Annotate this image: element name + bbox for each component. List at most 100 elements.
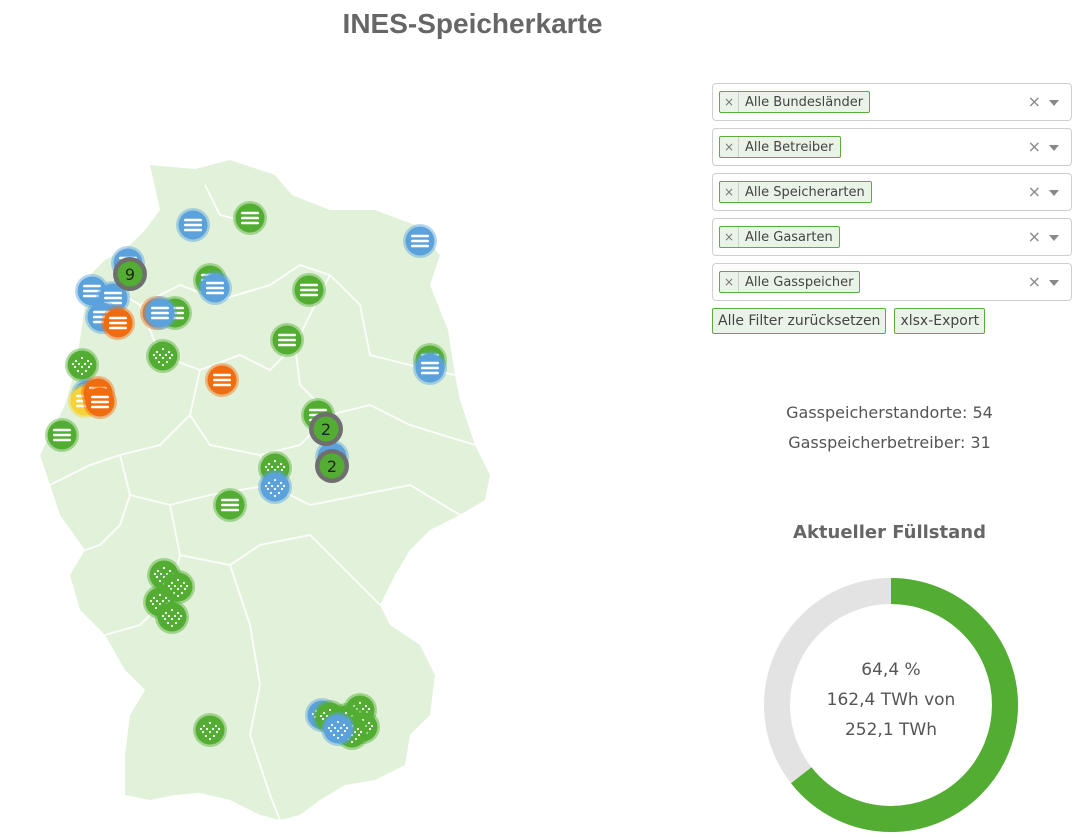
pore-storage-marker[interactable] xyxy=(258,470,292,504)
clear-icon[interactable]: × xyxy=(1027,137,1041,156)
pore-dots-icon xyxy=(161,363,165,367)
pore-storage-marker[interactable] xyxy=(155,600,189,634)
pore-dots-icon xyxy=(176,611,180,615)
pore-dots-icon xyxy=(164,611,168,615)
filter-speicherarten[interactable]: × Alle Speicherarten × xyxy=(712,173,1072,211)
pore-dots-icon xyxy=(155,350,159,354)
cavern-storage-marker[interactable] xyxy=(292,273,326,307)
pore-dots-icon xyxy=(80,356,84,360)
cavern-lines-icon xyxy=(93,310,111,314)
filter-chip: × Alle Betreiber xyxy=(719,136,841,158)
pore-dots-icon xyxy=(276,465,280,469)
locations-count: Gasspeicherstandorte: 54 xyxy=(786,403,993,422)
pore-dots-icon xyxy=(164,596,168,600)
pore-dots-icon xyxy=(340,733,344,737)
germany-map[interactable]: 9 2 2 xyxy=(30,155,500,835)
cavern-storage-marker[interactable] xyxy=(270,323,304,357)
cluster-marker[interactable]: 9 xyxy=(113,257,147,291)
pore-dots-icon xyxy=(215,730,219,734)
pore-storage-marker[interactable] xyxy=(193,713,227,747)
pore-dots-icon xyxy=(161,599,165,603)
pore-dots-icon xyxy=(152,596,156,600)
clear-icon[interactable]: × xyxy=(1027,182,1041,201)
chevron-down-icon[interactable] xyxy=(1049,145,1059,151)
pore-storage-marker[interactable] xyxy=(146,339,180,373)
filter-gasarten[interactable]: × Alle Gasarten × xyxy=(712,218,1072,256)
cavern-storage-marker[interactable] xyxy=(198,271,232,305)
pore-dots-icon xyxy=(336,736,340,740)
filter-betreiber[interactable]: × Alle Betreiber × xyxy=(712,128,1072,166)
cavern-lines-icon xyxy=(206,286,224,290)
cavern-lines-icon xyxy=(411,244,429,248)
pore-dots-icon xyxy=(176,578,180,582)
pore-dots-icon xyxy=(158,579,162,583)
pore-dots-icon xyxy=(264,484,268,488)
marker-body xyxy=(323,714,353,744)
chevron-down-icon[interactable] xyxy=(1049,100,1059,106)
filter-chip: × Alle Bundesländer xyxy=(719,91,871,113)
clear-icon[interactable]: × xyxy=(1027,272,1041,291)
marker-body xyxy=(148,341,178,371)
cavern-storage-marker[interactable] xyxy=(45,418,79,452)
cavern-lines-icon xyxy=(151,311,169,315)
pore-dots-icon xyxy=(153,572,157,576)
pore-dots-icon xyxy=(159,572,163,576)
cavern-storage-marker[interactable] xyxy=(213,488,247,522)
cavern-lines-icon xyxy=(221,498,239,502)
pore-dots-icon xyxy=(170,608,174,612)
pore-dots-icon xyxy=(170,617,174,621)
clear-icon[interactable]: × xyxy=(1027,92,1041,111)
pore-dots-icon xyxy=(267,462,271,466)
cavern-lines-icon xyxy=(421,371,439,375)
pore-storage-marker[interactable] xyxy=(65,348,99,382)
cavern-lines-icon xyxy=(83,284,101,288)
chip-remove-icon[interactable]: × xyxy=(720,182,739,202)
marker-body xyxy=(260,472,290,502)
fill-amount: 162,4 TWh von xyxy=(826,690,956,710)
cavern-lines-icon xyxy=(151,316,169,320)
chevron-down-icon[interactable] xyxy=(1049,235,1059,241)
cavern-lines-icon xyxy=(411,234,429,238)
cavern-lines-icon xyxy=(213,378,231,382)
cluster-core xyxy=(319,453,345,479)
pore-storage-marker[interactable] xyxy=(321,712,355,746)
chip-remove-icon[interactable]: × xyxy=(720,227,739,247)
cavern-storage-marker[interactable] xyxy=(205,363,239,397)
pore-dots-icon xyxy=(282,465,286,469)
clear-icon[interactable]: × xyxy=(1027,227,1041,246)
pore-dots-icon xyxy=(328,708,332,712)
pore-dots-icon xyxy=(179,584,183,588)
pore-dots-icon xyxy=(273,468,277,472)
chevron-down-icon[interactable] xyxy=(1049,190,1059,196)
pore-dots-icon xyxy=(162,566,166,570)
cluster-marker[interactable]: 2 xyxy=(315,449,349,483)
cavern-storage-marker[interactable] xyxy=(176,208,210,242)
xlsx-export-button[interactable]: xlsx-Export xyxy=(894,308,986,334)
chip-remove-icon[interactable]: × xyxy=(720,92,739,112)
cavern-lines-icon xyxy=(91,395,109,399)
cavern-storage-marker[interactable] xyxy=(403,224,437,258)
cavern-storage-marker[interactable] xyxy=(233,201,267,235)
cavern-storage-marker[interactable] xyxy=(101,306,135,340)
chip-remove-icon[interactable]: × xyxy=(720,272,739,292)
pore-dots-icon xyxy=(167,584,171,588)
pore-dots-icon xyxy=(277,491,281,495)
cavern-storage-marker[interactable] xyxy=(143,296,177,330)
chip-label: Alle Speicherarten xyxy=(745,184,865,200)
cavern-lines-icon xyxy=(104,301,122,305)
chip-remove-icon[interactable]: × xyxy=(720,137,739,157)
pore-dots-icon xyxy=(201,730,205,734)
storage-markers[interactable]: 9 2 2 xyxy=(45,201,447,750)
pore-dots-icon xyxy=(158,602,162,606)
pore-dots-icon xyxy=(270,465,274,469)
pore-dots-icon xyxy=(273,494,277,498)
cluster-marker[interactable]: 2 xyxy=(309,412,343,446)
reset-filters-button[interactable]: Alle Filter zurücksetzen xyxy=(712,308,887,334)
cavern-storage-marker[interactable] xyxy=(413,351,447,385)
chevron-down-icon[interactable] xyxy=(1049,280,1059,286)
cavern-storage-marker[interactable] xyxy=(83,385,117,419)
cavern-lines-icon xyxy=(109,326,127,330)
filter-bundeslaender[interactable]: × Alle Bundesländer × xyxy=(712,83,1072,121)
filter-gasspeicher[interactable]: × Alle Gasspeicher × xyxy=(712,263,1072,301)
donut-fill xyxy=(764,578,1018,832)
